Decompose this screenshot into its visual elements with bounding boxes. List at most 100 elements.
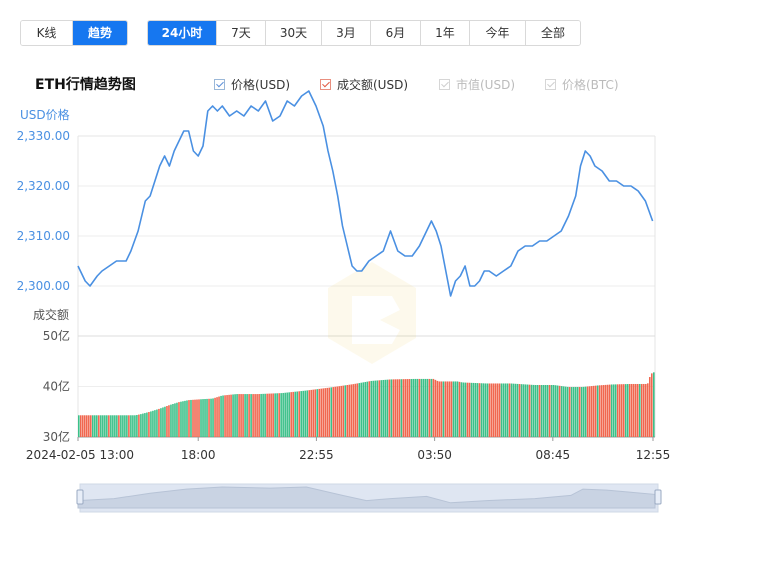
- volume-bar: [582, 386, 585, 437]
- volume-bar: [272, 393, 274, 437]
- volume-bar: [512, 383, 515, 437]
- volume-bar: [564, 386, 567, 437]
- tab-ytd[interactable]: 今年: [470, 21, 526, 45]
- volume-bar: [166, 406, 168, 437]
- volume-bar: [184, 400, 186, 437]
- volume-bar: [114, 415, 116, 437]
- tab-6m[interactable]: 6月: [371, 21, 421, 45]
- price-y-tick-label: 2,330.00: [17, 129, 70, 143]
- volume-bar: [282, 392, 284, 437]
- volume-bar: [494, 383, 497, 437]
- volume-bar: [362, 382, 365, 437]
- volume-bar: [406, 379, 409, 437]
- legend-price-btc[interactable]: 价格(BTC): [545, 76, 619, 93]
- navigator-left-handle[interactable]: [76, 489, 84, 505]
- volume-bar: [154, 410, 156, 437]
- volume-bar: [226, 395, 228, 437]
- volume-bar: [642, 383, 645, 437]
- volume-bar: [468, 382, 471, 437]
- volume-bar: [320, 388, 323, 437]
- volume-bar: [578, 387, 581, 437]
- volume-bar: [198, 399, 200, 437]
- volume-bar: [462, 382, 465, 437]
- kline-button[interactable]: K线: [21, 21, 73, 45]
- volume-bar: [480, 383, 483, 437]
- volume-bar: [104, 415, 106, 437]
- tab-3m[interactable]: 3月: [322, 21, 371, 45]
- checkbox-icon[interactable]: [214, 79, 225, 90]
- volume-bar: [576, 387, 579, 437]
- volume-bar: [552, 384, 555, 437]
- tab-1y[interactable]: 1年: [421, 21, 470, 45]
- volume-bar: [558, 385, 561, 437]
- volume-bar: [150, 411, 152, 437]
- navigator-selection[interactable]: [79, 483, 659, 513]
- navigator-right-handle[interactable]: [654, 489, 662, 505]
- volume-bar: [518, 384, 521, 437]
- volume-bar: [378, 380, 381, 437]
- volume-bar: [332, 387, 335, 437]
- volume-bar: [160, 408, 162, 437]
- volume-bar: [470, 382, 473, 437]
- volume-bar: [206, 398, 208, 437]
- volume-bar: [152, 410, 154, 437]
- volume-bar: [540, 384, 543, 437]
- volume-bar: [134, 415, 136, 437]
- volume-bar: [476, 383, 479, 437]
- volume-bar: [566, 386, 569, 437]
- volume-bar: [196, 399, 198, 437]
- volume-bar: [82, 415, 84, 437]
- tab-30d[interactable]: 30天: [266, 21, 322, 45]
- volume-bar: [628, 384, 631, 437]
- legend-volume-usd[interactable]: 成交额(USD): [320, 76, 408, 93]
- volume-bar: [500, 383, 503, 437]
- volume-bar: [532, 384, 535, 437]
- volume-bar: [436, 380, 439, 437]
- tab-all[interactable]: 全部: [526, 21, 580, 45]
- volume-bar: [486, 383, 489, 437]
- legend-marketcap-usd[interactable]: 市值(USD): [439, 76, 515, 93]
- volume-bar: [220, 395, 222, 437]
- volume-bar: [562, 386, 565, 437]
- checkbox-icon[interactable]: [545, 79, 556, 90]
- trend-button[interactable]: 趋势: [73, 21, 127, 45]
- volume-bar: [270, 393, 272, 437]
- tab-7d[interactable]: 7天: [217, 21, 266, 45]
- volume-bar: [624, 384, 627, 437]
- volume-bar: [84, 415, 86, 437]
- tab-24h[interactable]: 24小时: [148, 21, 217, 45]
- volume-bar: [602, 385, 605, 437]
- volume-bar: [80, 415, 82, 437]
- volume-bar: [308, 390, 310, 437]
- volume-bar: [608, 384, 611, 437]
- volume-bar: [188, 400, 190, 437]
- volume-bar: [416, 378, 419, 437]
- legend-price-usd[interactable]: 价格(USD): [214, 76, 290, 93]
- range-navigator: [76, 483, 662, 513]
- volume-bar: [348, 384, 351, 437]
- volume-bar: [164, 406, 166, 437]
- volume-bar: [492, 383, 495, 437]
- volume-bar: [464, 382, 467, 437]
- volume-bar: [580, 387, 583, 437]
- checkbox-icon[interactable]: [320, 79, 331, 90]
- volume-bar: [136, 414, 138, 437]
- volume-bar: [382, 379, 385, 437]
- volume-bar: [252, 394, 254, 437]
- checkbox-icon[interactable]: [439, 79, 450, 90]
- volume-bar: [180, 401, 182, 437]
- volume-bar: [236, 394, 238, 437]
- price-y-tick-label: 2,310.00: [17, 229, 70, 243]
- volume-bar: [346, 385, 349, 437]
- volume-bar: [162, 407, 164, 437]
- volume-bar: [240, 394, 242, 437]
- volume-bar: [190, 399, 192, 437]
- x-tick-label: 12:55: [636, 448, 671, 462]
- volume-bar: [106, 415, 108, 437]
- volume-bar: [516, 383, 519, 437]
- volume-bar: [618, 384, 621, 437]
- volume-bar: [124, 415, 126, 437]
- volume-bar: [256, 394, 258, 437]
- volume-bar: [238, 394, 240, 437]
- volume-bar: [194, 399, 196, 437]
